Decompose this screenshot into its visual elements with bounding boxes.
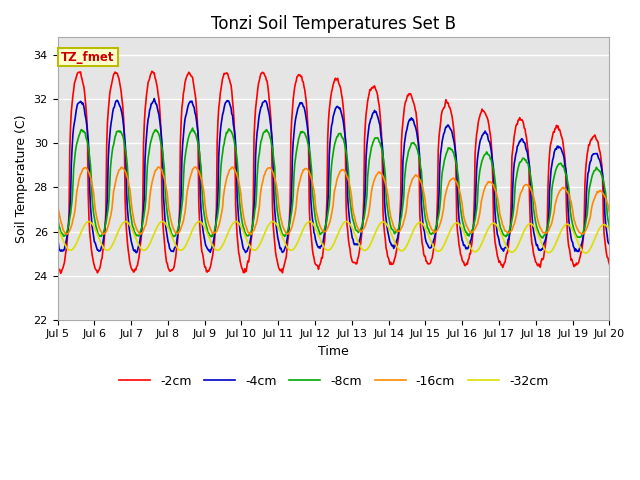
-16cm	[192, 164, 200, 170]
Legend: -2cm, -4cm, -8cm, -16cm, -32cm: -2cm, -4cm, -8cm, -16cm, -32cm	[114, 370, 554, 393]
-2cm	[54, 263, 61, 269]
-2cm	[419, 240, 426, 246]
Line: -2cm: -2cm	[58, 72, 609, 274]
-8cm	[120, 141, 128, 146]
-4cm	[207, 247, 215, 252]
-16cm	[207, 228, 215, 233]
-32cm	[54, 225, 61, 230]
-2cm	[402, 98, 410, 104]
X-axis label: Time: Time	[318, 345, 349, 358]
-8cm	[63, 227, 71, 233]
-32cm	[63, 246, 71, 252]
-16cm	[120, 167, 128, 173]
-2cm	[178, 105, 186, 110]
-8cm	[539, 235, 547, 241]
-4cm	[132, 250, 140, 255]
Title: Tonzi Soil Temperatures Set B: Tonzi Soil Temperatures Set B	[211, 15, 456, 33]
Y-axis label: Soil Temperature (C): Soil Temperature (C)	[15, 114, 28, 243]
-16cm	[419, 182, 426, 188]
-2cm	[121, 195, 129, 201]
Line: -4cm: -4cm	[58, 98, 609, 252]
Text: TZ_fmet: TZ_fmet	[61, 50, 115, 63]
-2cm	[148, 69, 156, 74]
-16cm	[54, 198, 61, 204]
-4cm	[402, 130, 410, 135]
-2cm	[57, 271, 65, 276]
-16cm	[402, 209, 410, 215]
-16cm	[63, 231, 71, 237]
Line: -16cm: -16cm	[58, 167, 609, 235]
-2cm	[207, 261, 215, 267]
-32cm	[582, 250, 589, 256]
-8cm	[177, 215, 184, 221]
-32cm	[207, 238, 214, 243]
-4cm	[63, 231, 71, 237]
-32cm	[85, 219, 93, 225]
-2cm	[65, 224, 72, 230]
-32cm	[605, 228, 613, 233]
-8cm	[605, 224, 613, 230]
-2cm	[605, 261, 613, 267]
Line: -8cm: -8cm	[58, 128, 609, 238]
-8cm	[207, 233, 214, 239]
-4cm	[120, 131, 128, 137]
-32cm	[177, 247, 185, 253]
-4cm	[54, 238, 61, 243]
-16cm	[177, 225, 185, 230]
-4cm	[178, 156, 186, 162]
-8cm	[401, 169, 409, 175]
-8cm	[189, 125, 196, 131]
-4cm	[150, 96, 158, 101]
-4cm	[605, 241, 613, 247]
-32cm	[401, 245, 409, 251]
-32cm	[417, 220, 425, 226]
-16cm	[136, 232, 144, 238]
-8cm	[417, 168, 425, 174]
-4cm	[419, 211, 426, 216]
-16cm	[605, 210, 613, 216]
-8cm	[54, 215, 61, 221]
Line: -32cm: -32cm	[58, 222, 609, 253]
-32cm	[121, 219, 129, 225]
